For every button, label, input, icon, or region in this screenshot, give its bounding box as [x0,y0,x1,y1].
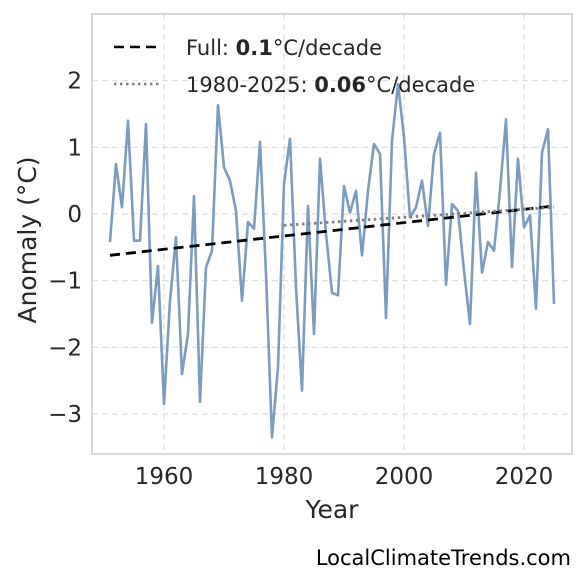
y-tick-label: 0 [67,202,82,228]
series-line-0 [110,84,554,437]
x-tick-label: 2000 [375,464,434,490]
x-tick-label: 1980 [255,464,314,490]
legend-rate: 0.06 [314,73,366,97]
series-layer [110,84,554,437]
y-tick-label: −3 [48,402,82,428]
y-tick-label: −2 [48,335,82,361]
y-tick-label: 1 [67,135,82,161]
legend-entry-2: 1980-2025: 0.06°C/decade [186,73,475,97]
x-tick-label: 2020 [495,464,554,490]
y-axis-title: Anomaly (°C) [13,156,42,323]
legend-label: Full: [186,36,236,60]
legend-unit: °C/decade [273,36,382,60]
y-tick-label: −1 [48,269,82,295]
legend-entry-1: Full: 0.1°C/decade [186,36,382,60]
tick-labels: 1960 1980 2000 2020 −3 −2 −1 0 1 2 [48,69,553,490]
legend-label: 1980-2025: [186,73,314,97]
legend-unit: °C/decade [366,73,475,97]
x-axis-title: Year [305,495,360,524]
watermark: LocalClimateTrends.com [316,546,571,570]
x-tick-label: 1960 [135,464,194,490]
y-tick-label: 2 [67,69,82,95]
legend-rate: 0.1 [236,36,273,60]
